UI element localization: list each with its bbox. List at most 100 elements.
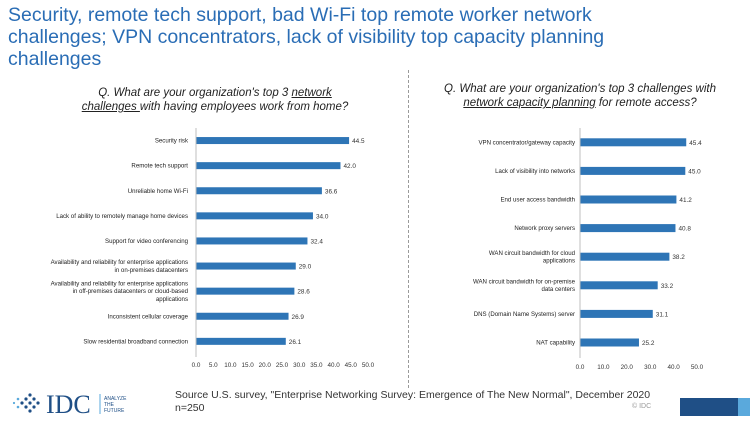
category-label: Availability and reliability for enterpr… (51, 259, 188, 266)
capacity-planning-svg: 45.4 VPN concentrator/gateway capacity 45.… (473, 128, 704, 371)
tick-label: 15.0 (241, 362, 254, 369)
category-label: Availability and reliability for enterpr… (51, 280, 188, 287)
bar (196, 162, 341, 170)
category-label: Inconsistent cellular coverage (108, 313, 189, 320)
category-label: End user access bandwidth (500, 197, 575, 204)
tick-label: 5.0 (209, 362, 218, 369)
left-question: Q. What are your organization's top 3 ne… (70, 86, 360, 114)
network-challenges-chart: 44.5 Security risk 42.0 Remote tech support… (0, 128, 400, 378)
bar (580, 224, 676, 233)
title-line: Security, remote tech support, bad Wi-Fi… (8, 4, 592, 26)
bar (580, 252, 670, 261)
data-label: 44.5 (352, 138, 365, 145)
bar (580, 309, 653, 318)
category-label: Support for video conferencing (105, 238, 188, 245)
left-question-underlined: network challenges (81, 87, 332, 113)
sample-size: n=250 (175, 402, 205, 414)
tick-label: 50.0 (362, 362, 375, 369)
bar (580, 281, 658, 290)
data-label: 26.1 (289, 339, 302, 346)
capacity-planning-chart: 45.4 VPN concentrator/gateway capacity 45.… (405, 128, 750, 378)
tick-label: 35.0 (310, 362, 323, 369)
idc-logo: IDC ANALYZE THE FUTURE (10, 389, 140, 419)
data-label: 36.6 (325, 188, 338, 195)
right-question: Q. What are your organization's top 3 ch… (430, 82, 730, 110)
bar (580, 338, 639, 347)
category-label: in on-premises datacenters (115, 267, 189, 274)
category-label: Network proxy servers (514, 225, 575, 232)
category-label: data centers (541, 286, 575, 293)
category-label: Security risk (155, 138, 189, 145)
logo-text: IDC (46, 390, 91, 417)
brand-bar-dark (680, 398, 738, 416)
tick-label: 10.0 (224, 362, 237, 369)
data-label: 31.1 (656, 311, 669, 318)
category-label: DNS (Domain Name Systems) server (474, 311, 575, 318)
logo-tagline: THE (104, 402, 115, 408)
category-label: Lack of visibility into networks (495, 168, 575, 175)
source-text: Source U.S. survey, "Enterprise Networki… (175, 389, 651, 401)
category-label: Lack of ability to remotely manage home … (56, 213, 188, 220)
data-label: 28.6 (297, 289, 310, 296)
category-label: WAN circuit bandwidth for on-premise (473, 278, 576, 285)
bar (196, 137, 350, 145)
left-question-prefix: Q. What are your organization's top 3 (98, 87, 292, 99)
right-question-prefix: Q. What are your organization's top 3 ch… (444, 83, 716, 95)
bar (196, 262, 296, 270)
tick-label: 40.0 (667, 364, 680, 371)
logo-tagline: FUTURE (104, 408, 125, 414)
bar (196, 287, 295, 295)
bar (196, 237, 308, 245)
data-label: 42.0 (343, 163, 356, 170)
bar (580, 195, 677, 204)
data-label: 32.4 (310, 238, 323, 245)
category-label: applications (156, 296, 188, 303)
right-question-suffix: for remote access? (595, 97, 697, 109)
bar (580, 138, 687, 147)
data-label: 41.2 (679, 197, 692, 204)
category-label: Unreliable home Wi-Fi (128, 188, 188, 195)
tick-label: 20.0 (621, 364, 634, 371)
tick-label: 10.0 (597, 364, 610, 371)
bar (196, 312, 289, 320)
data-label: 34.0 (316, 213, 329, 220)
tick-label: 0.0 (576, 364, 585, 371)
data-label: 45.0 (688, 168, 701, 175)
brand-bar-light (738, 398, 750, 416)
data-label: 25.2 (642, 340, 655, 347)
category-label: Slow residential broadband connection (83, 338, 188, 345)
data-label: 40.8 (678, 226, 691, 233)
tick-label: 50.0 (691, 364, 704, 371)
tick-label: 30.0 (293, 362, 306, 369)
bar (196, 337, 286, 345)
title-line: challenges; VPN concentrators, lack of v… (8, 26, 605, 48)
data-label: 29.0 (299, 264, 312, 271)
category-label: VPN concentrator/gateway capacity (478, 139, 575, 146)
bar (580, 166, 686, 175)
category-label: applications (543, 258, 575, 265)
category-label: in off-premises datacenters or cloud-bas… (73, 288, 188, 295)
category-label: NAT capability (536, 340, 576, 347)
tick-label: 30.0 (644, 364, 657, 371)
title-line: challenges (8, 48, 102, 70)
tick-label: 40.0 (327, 362, 340, 369)
tick-label: 25.0 (276, 362, 289, 369)
tick-label: 45.0 (345, 362, 358, 369)
copyright: © IDC (632, 403, 652, 410)
source-note: Source U.S. survey, "Enterprise Networki… (175, 389, 650, 415)
idc-logo-mark: IDC ANALYZE THE FUTURE (12, 390, 127, 419)
category-label: Remote tech support (131, 163, 188, 170)
panel-divider (408, 70, 409, 388)
data-label: 38.2 (672, 254, 685, 261)
bar (196, 212, 313, 220)
tick-label: 0.0 (192, 362, 201, 369)
category-label: WAN circuit bandwidth for cloud (489, 250, 575, 257)
tick-label: 20.0 (259, 362, 272, 369)
bar (196, 187, 322, 195)
page-title: Security, remote tech support, bad Wi-Fi… (8, 4, 698, 70)
network-challenges-svg: 44.5 Security risk 42.0 Remote tech support… (51, 128, 375, 369)
logo-tagline: ANALYZE (104, 396, 127, 402)
data-label: 45.4 (689, 140, 702, 147)
data-label: 26.9 (292, 314, 305, 321)
data-label: 33.2 (661, 283, 674, 290)
